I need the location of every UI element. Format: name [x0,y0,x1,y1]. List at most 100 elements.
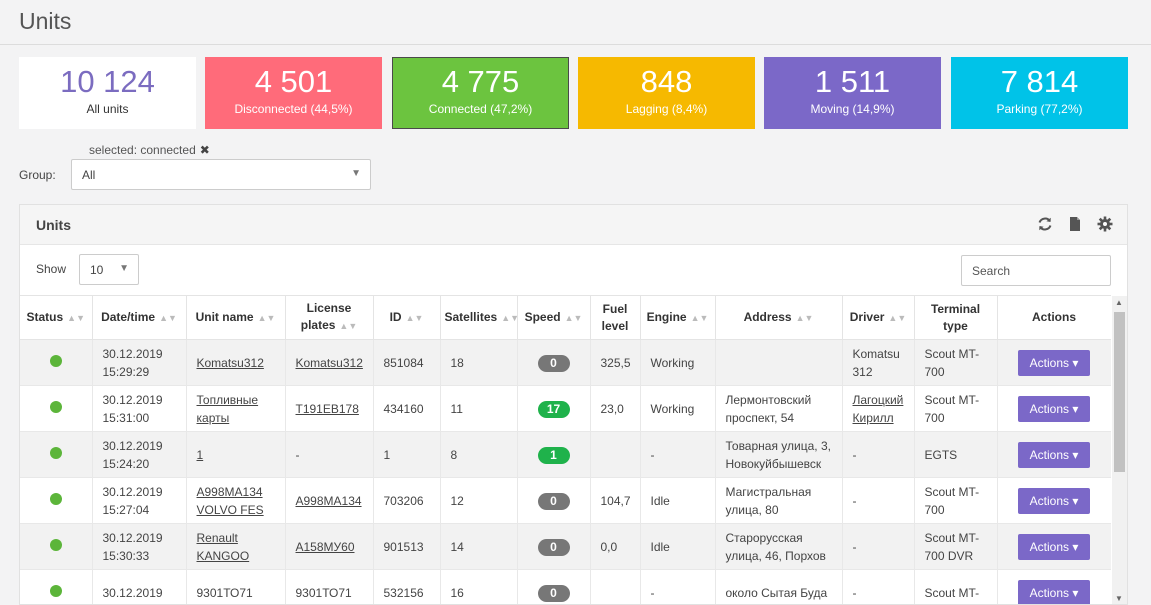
datetime-cell: 30.12.2019 15:24:20 [92,431,187,478]
column-header-label: Terminal type [930,301,981,333]
plates-link[interactable]: А998МА134 [295,493,362,508]
column-header-label: License plates [300,301,352,332]
page-size-select[interactable]: 10 ▼ [79,254,139,285]
column-header-terminal-type[interactable]: Terminal type [914,295,998,340]
address-cell [715,339,843,386]
actions-button[interactable]: Actions ▾ [1018,395,1090,422]
page-title: Units [19,8,72,34]
column-header-satellites[interactable]: Satellites ▲▼ [440,295,520,340]
column-header-label: Actions [1031,310,1076,324]
column-header-datetime[interactable]: Date/time ▲▼ [92,295,187,340]
terminal-cell: Scout MT-700 [914,339,998,386]
column-header-id[interactable]: ID ▲▼ [373,295,441,340]
stat-number: 4 775 [441,64,520,99]
gear-icon[interactable] [1097,216,1113,232]
column-header-unit-name[interactable]: Unit name ▲▼ [186,295,286,340]
table-scrollbar[interactable]: ▲ ▼ [1112,296,1127,604]
speed-cell: 17 [517,385,591,432]
status-cell [20,385,93,432]
sort-icon: ▲▼ [690,312,709,323]
status-cell [20,523,93,570]
fuel-cell: 325,5 [590,339,641,386]
stat-parking[interactable]: 7 814 Parking (77,2%) [951,57,1128,129]
stat-disconnected[interactable]: 4 501 Disconnected (44,5%) [205,57,382,129]
id-cell: 434160 [373,385,441,432]
table-row: 30.12.2019 15:24:20 1 - 1 8 1 - Товарная… [20,431,1111,478]
column-header-fuel-level[interactable]: Fuel level [590,295,641,340]
sort-icon: ▲▼ [564,312,583,323]
stat-all-units[interactable]: 10 124 All units [19,57,196,129]
sort-icon: ▲▼ [257,312,276,323]
status-cell [20,477,93,524]
status-cell [20,339,93,386]
stat-label: Disconnected (44,5%) [234,102,353,116]
column-header-actions: Actions [997,295,1111,340]
speed-badge: 0 [537,584,570,602]
unit-name-link[interactable]: 1 [196,447,204,462]
plates-cell: Т191ЕВ178 [285,385,374,432]
search-input[interactable] [961,255,1111,286]
column-header-status[interactable]: Status ▲▼ [20,295,93,340]
plates-link[interactable]: Komatsu312 [295,355,363,370]
scroll-down-icon[interactable]: ▼ [1115,594,1123,603]
column-header-driver[interactable]: Driver ▲▼ [842,295,915,340]
table-row: 30.12.2019 15:29:29 Komatsu312 Komatsu31… [20,339,1111,386]
datetime-cell: 30.12.2019 15:30:33 [92,523,187,570]
fuel-cell [590,431,641,478]
column-header-speed[interactable]: Speed ▲▼ [517,295,591,340]
scrollbar-thumb[interactable] [1114,312,1125,472]
plates-link[interactable]: Т191ЕВ178 [295,401,359,416]
stat-label: Lagging (8,4%) [625,102,708,116]
actions-button[interactable]: Actions ▾ [1018,349,1090,376]
actions-button-label: Actions [1029,493,1069,508]
unit-name-link[interactable]: Топливные карты [196,392,259,425]
unit-name-link[interactable]: Komatsu312 [196,355,264,370]
column-header-address[interactable]: Address ▲▼ [715,295,843,340]
table-row: 30.12.2019 9301ТО71 9301ТО71 532156 16 0… [20,569,1111,604]
stat-label: Moving (14,9%) [810,102,895,116]
panel-tools [1037,216,1113,232]
stat-moving[interactable]: 1 511 Moving (14,9%) [764,57,941,129]
speed-cell: 0 [517,477,591,524]
sort-icon: ▲▼ [501,312,520,323]
datetime-cell: 30.12.2019 [92,569,187,604]
actions-button[interactable]: Actions ▾ [1018,579,1090,604]
refresh-icon[interactable] [1037,216,1053,232]
actions-button[interactable]: Actions ▾ [1018,441,1090,468]
scroll-up-icon[interactable]: ▲ [1115,298,1123,307]
driver-link[interactable]: Лагоцкий Кирилл [852,392,904,425]
id-cell: 703206 [373,477,441,524]
driver-cell: - [842,523,915,570]
actions-button-label: Actions [1029,355,1069,370]
id-cell: 1 [373,431,441,478]
unit-name-cell: Renault KANGOO [186,523,286,570]
actions-button-label: Actions [1029,447,1069,462]
column-header-label: Satellites [444,309,498,324]
file-icon[interactable] [1067,216,1083,232]
close-icon[interactable]: ✖ [199,143,210,157]
column-header-license-plates[interactable]: License plates ▲▼ [285,295,374,340]
panel-header: Units [20,205,1127,245]
actions-button[interactable]: Actions ▾ [1018,533,1090,560]
table-row: 30.12.2019 15:31:00 Топливные карты Т191… [20,385,1111,432]
units-table: Status ▲▼ Date/time ▲▼ Unit name ▲▼ License… [20,295,1111,604]
plates-link[interactable]: А158МУ60 [295,539,355,554]
actions-cell: Actions ▾ [997,523,1111,570]
actions-button[interactable]: Actions ▾ [1018,487,1090,514]
address-cell: Товарная улица, 3, Новокуйбышевск [715,431,843,478]
stat-connected[interactable]: 4 775 Connected (47,2%) [392,57,569,129]
engine-cell: - [640,569,716,604]
unit-name-link[interactable]: Renault KANGOO [196,530,250,563]
address-cell: Лермонтовский проспект, 54 [715,385,843,432]
column-header-label: Address [743,309,792,324]
engine-cell: Working [640,385,716,432]
speed-badge: 0 [537,538,570,556]
fuel-cell: 104,7 [590,477,641,524]
column-header-engine[interactable]: Engine ▲▼ [640,295,716,340]
group-select[interactable]: All ▼ [71,159,371,190]
unit-name-cell: Топливные карты [186,385,286,432]
engine-cell: Idle [640,477,716,524]
stat-lagging[interactable]: 848 Lagging (8,4%) [578,57,755,129]
driver-cell: - [842,569,915,604]
unit-name-link[interactable]: А998МА134 VOLVO FES [196,484,264,517]
